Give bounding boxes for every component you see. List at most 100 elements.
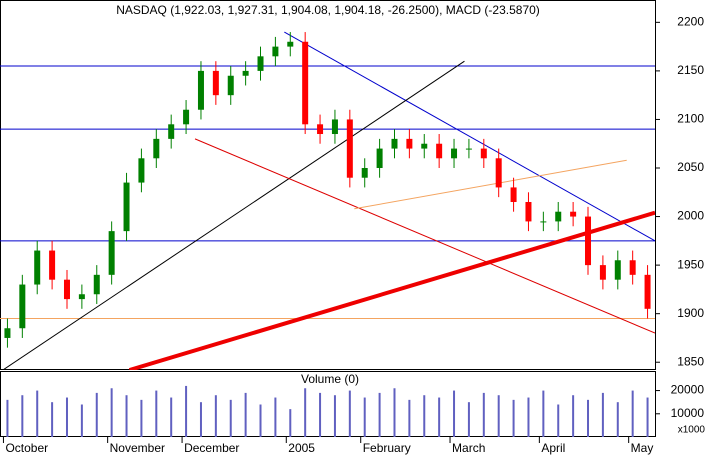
candle-body — [168, 124, 175, 139]
y-tick-label: 1850 — [677, 354, 704, 368]
volume-bar — [51, 402, 54, 437]
trend-line — [128, 210, 655, 370]
volume-bar — [185, 385, 188, 437]
volume-bar — [587, 399, 590, 437]
candle-body — [376, 148, 383, 169]
volume-bar — [95, 392, 98, 437]
volume-bar — [65, 397, 68, 437]
candle-body — [629, 260, 636, 275]
volume-bar — [423, 395, 426, 437]
candle-body — [49, 250, 56, 280]
x-tick-label: May — [631, 441, 654, 455]
volume-bar — [438, 397, 441, 437]
trend-line — [2, 60, 465, 370]
y-tick-label: 1900 — [677, 306, 704, 320]
x-tick-label: April — [541, 441, 565, 455]
trend-line — [284, 31, 655, 242]
candle-body — [19, 284, 26, 329]
x-tick-label: 2005 — [288, 441, 315, 455]
volume-bar — [512, 399, 515, 437]
candle-body — [93, 274, 100, 295]
volume-bar — [125, 395, 128, 437]
x-tick-label: November — [110, 441, 165, 455]
candle-body — [257, 56, 264, 71]
x-tick-label: October — [5, 441, 48, 455]
volume-bar — [646, 397, 649, 437]
candle-body — [421, 143, 428, 149]
volume-bar — [6, 399, 9, 437]
volume-bar — [199, 402, 202, 437]
volume-bar — [155, 390, 158, 437]
volume-bar — [453, 390, 456, 437]
volume-bar — [557, 404, 560, 437]
candle-body — [406, 138, 413, 149]
volume-label: Volume (0) — [301, 372, 359, 386]
volume-bar — [542, 390, 545, 437]
volume-bar — [378, 392, 381, 437]
volume-bar — [289, 409, 292, 437]
candle-body — [540, 221, 547, 223]
candle-body — [78, 294, 85, 300]
volume-bar — [497, 395, 500, 437]
volume-bar — [244, 392, 247, 437]
candle-body — [272, 46, 279, 57]
y-tick-label: 2200 — [677, 15, 704, 29]
volume-bar — [36, 390, 39, 437]
candle-body — [465, 148, 472, 150]
price-panel — [0, 0, 656, 370]
volume-bar — [304, 388, 307, 437]
x-tick-label: December — [184, 441, 239, 455]
volume-bar — [110, 388, 113, 437]
y-tick-label: 2050 — [677, 160, 704, 174]
chart-title: NASDAQ (1,922.03, 1,927.31, 1,904.08, 1,… — [116, 3, 540, 17]
candle-body — [644, 274, 651, 309]
volume-tick-label: 20000 — [671, 383, 705, 397]
trend-line — [354, 159, 627, 210]
candle-body — [510, 187, 517, 202]
candle-body — [317, 124, 324, 135]
x-tick-label: March — [452, 441, 485, 455]
y-tick-label: 2100 — [677, 112, 704, 126]
y-tick-label: 1950 — [677, 257, 704, 271]
candle-body — [391, 138, 398, 149]
candle-body — [585, 216, 592, 266]
volume-bar — [348, 390, 351, 437]
volume-bar — [393, 388, 396, 437]
candle-body — [227, 75, 234, 96]
candle-body — [555, 211, 562, 222]
candle-body — [614, 260, 621, 280]
volume-bar — [363, 397, 366, 437]
volume-unit: x1000 — [678, 425, 706, 436]
candle-body — [183, 109, 190, 125]
y-tick-label: 2150 — [677, 63, 704, 77]
candle-body — [570, 211, 577, 217]
candle-body — [287, 41, 294, 47]
volume-tick-label: 10000 — [671, 406, 705, 420]
candle-body — [197, 70, 204, 110]
volume-bar — [21, 395, 24, 437]
candle-body — [480, 148, 487, 159]
candle-body — [361, 168, 368, 178]
candle-body — [123, 182, 130, 232]
volume-bar — [601, 392, 604, 437]
candle-body — [153, 138, 160, 159]
volume-panel — [0, 371, 656, 437]
candle-body — [212, 70, 219, 96]
volume-bar — [214, 395, 217, 437]
candle-body — [34, 250, 41, 285]
volume-bar — [616, 402, 619, 437]
volume-bar — [482, 392, 485, 437]
candle-body — [138, 158, 145, 183]
volume-bar — [467, 402, 470, 437]
volume-bar — [170, 397, 173, 437]
candle-body — [331, 119, 338, 135]
y-tick-label: 2000 — [677, 209, 704, 223]
x-tick-label: February — [363, 441, 411, 455]
candle-body — [451, 148, 458, 159]
candle-body — [302, 41, 309, 125]
candle-body — [599, 265, 606, 280]
volume-bar — [229, 399, 232, 437]
volume-bar — [631, 390, 634, 437]
